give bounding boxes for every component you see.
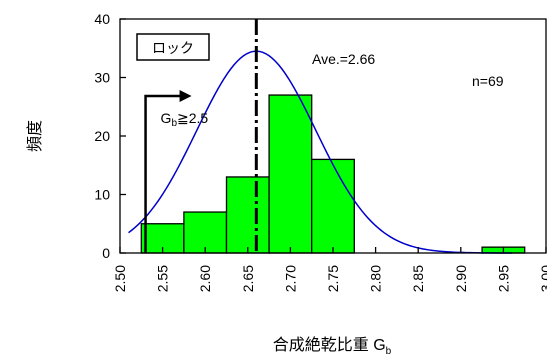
x-tick-label: 2.85 <box>410 265 426 292</box>
y-tick-label: 10 <box>94 187 110 203</box>
y-axis-title: 頻度 <box>26 120 44 152</box>
y-tick-label: 20 <box>94 128 110 144</box>
curve-layer <box>128 50 512 254</box>
x-tick-label: 2.55 <box>155 265 171 292</box>
axes-layer: 0 10 20 30 40 2.50 2.55 2.60 2.65 2.70 2.75 2.80 2.8… <box>26 11 547 356</box>
histogram-bar <box>183 211 228 254</box>
threshold-bracket <box>144 94 182 253</box>
x-tick-label: 2.70 <box>282 265 298 292</box>
rock-label-box <box>136 33 210 61</box>
threshold-arrowhead <box>179 90 192 102</box>
x-tick-label: 2.50 <box>112 265 128 292</box>
x-axis-title: 合成絶乾比重 Gb <box>273 336 392 356</box>
normal-distribution-curve <box>128 50 512 254</box>
threshold-label: Gb≧2.5 <box>161 110 209 129</box>
y-tick-label: 0 <box>102 245 110 261</box>
x-tick-label: 2.60 <box>197 265 213 292</box>
mean-label: Ave.=2.66 <box>312 51 375 67</box>
x-tick-label: 2.90 <box>453 265 469 292</box>
histogram-bar <box>311 158 355 254</box>
y-tick-label: 40 <box>94 11 110 27</box>
rock-label: ロック <box>152 40 194 56</box>
annotation-layer: ロック Ave.=2.66 n=69 Gb≧2.5 <box>136 19 504 253</box>
histogram-bar <box>225 176 270 254</box>
x-tick-label: 2.95 <box>495 265 511 292</box>
x-tick-label: 3.00 <box>538 265 547 292</box>
sample-size-label: n=69 <box>472 73 504 89</box>
histogram-bar <box>268 94 313 254</box>
x-tick-label: 2.80 <box>368 265 384 292</box>
x-tick-label: 2.75 <box>325 265 341 292</box>
x-tick-label: 2.65 <box>240 265 256 292</box>
y-tick-label: 30 <box>94 70 110 86</box>
